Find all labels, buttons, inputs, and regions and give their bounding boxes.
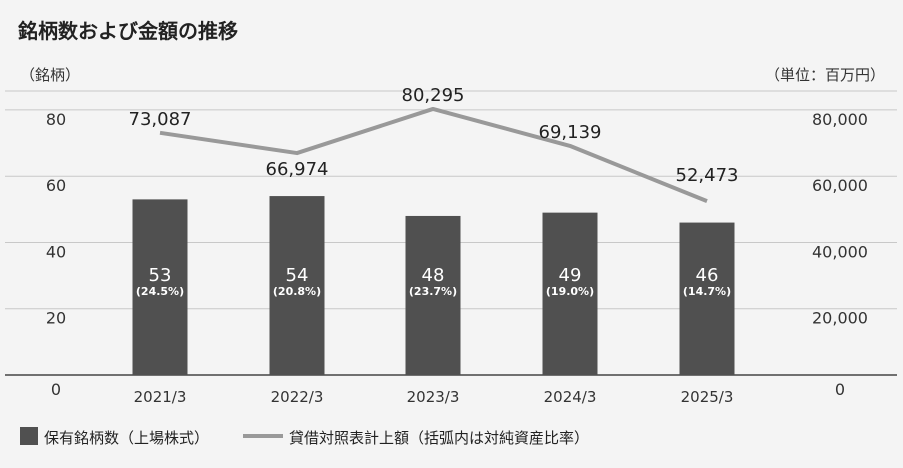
y-left-tick: 80 (46, 110, 66, 129)
bar-ratio-label: (24.5%) (136, 285, 184, 298)
y-left-tick: 40 (46, 242, 66, 261)
bar (679, 222, 735, 375)
line-value-label: 80,295 (402, 85, 465, 106)
bar-value-label: 46 (696, 265, 719, 286)
bar-ratio-label: (14.7%) (683, 285, 731, 298)
bar-series: 53(24.5%) 54(20.8%) 48(23.7%) 49(19.0%) 46(1… (132, 196, 735, 375)
x-tick-label: 2025/3 (681, 388, 734, 406)
line-value-label: 69,139 (539, 122, 602, 143)
y-right-tick: 40,000 (812, 242, 868, 261)
bar (542, 212, 598, 375)
x-tick-label: 2021/3 (134, 388, 187, 406)
bar (405, 215, 461, 375)
y-right-tick: 0 (835, 380, 845, 399)
legend-bar-swatch (20, 427, 38, 445)
legend-line-label: 貸借対照表計上額（括弧内は対純資産比率） (289, 429, 589, 447)
bar-value-label: 53 (149, 265, 172, 286)
legend: 保有銘柄数（上場株式） 貸借対照表計上額（括弧内は対純資産比率） (20, 427, 589, 447)
axis-ticks: 0 0 20 20,000 40 40,000 60 60,000 80 80,000 2021/3… (46, 110, 868, 406)
y-right-tick: 20,000 (812, 309, 868, 328)
left-axis-unit: （銘柄） (20, 66, 80, 84)
bar-ratio-label: (23.7%) (409, 285, 457, 298)
line-path (159, 106, 708, 203)
chart-title: 銘柄数および金額の推移 (18, 19, 238, 43)
bar (132, 199, 188, 375)
y-left-tick: 20 (46, 309, 66, 328)
line-series: 73,087 66,974 80,295 69,139 52,473 (129, 85, 739, 203)
y-right-tick: 60,000 (812, 176, 868, 195)
y-left-tick: 60 (46, 176, 66, 195)
right-axis-unit: （単位：百万円） (765, 66, 885, 84)
bar-value-label: 54 (286, 265, 309, 286)
bar-ratio-label: (19.0%) (546, 285, 594, 298)
x-tick-label: 2024/3 (544, 388, 597, 406)
bar-value-label: 48 (422, 265, 445, 286)
x-tick-label: 2023/3 (407, 388, 460, 406)
bar (269, 196, 325, 375)
line-value-label: 73,087 (129, 109, 192, 130)
x-tick-label: 2022/3 (271, 388, 324, 406)
y-left-tick: 0 (51, 380, 61, 399)
line-value-label: 52,473 (676, 165, 739, 186)
bar-value-label: 49 (559, 265, 582, 286)
bar-ratio-label: (20.8%) (273, 285, 321, 298)
line-value-label: 66,974 (266, 159, 329, 180)
y-right-tick: 80,000 (812, 110, 868, 129)
legend-bar-label: 保有銘柄数（上場株式） (44, 429, 209, 447)
